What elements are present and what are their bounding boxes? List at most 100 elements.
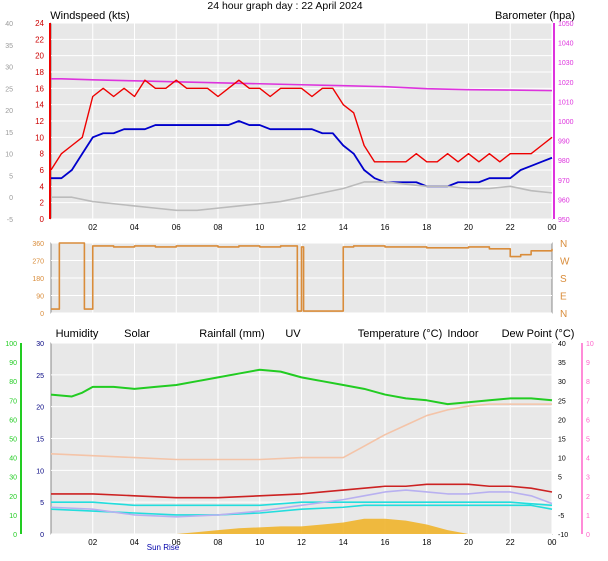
humidity-tick-label: 70 <box>9 398 17 405</box>
temperature-tick-label: -10 <box>558 532 568 539</box>
windspeed-tick-label: 10 <box>35 133 44 142</box>
windspeed-tick-label: 22 <box>35 35 44 44</box>
temperature-tick-label: 10 <box>558 456 566 463</box>
windspeed-tick-label: 6 <box>40 166 45 175</box>
humidity-tick-label: 20 <box>9 494 17 501</box>
barometer-tick-label: 950 <box>558 217 570 224</box>
x-tick-label: 12 <box>297 538 306 547</box>
temp-outer-tick-label: 5 <box>9 173 13 180</box>
barometer-tick-label: 1030 <box>558 60 574 67</box>
windspeed-tick-label: 24 <box>35 19 44 28</box>
uv-tick-label: 5 <box>586 437 590 444</box>
uv-tick-label: 10 <box>586 341 594 348</box>
temp-outer-tick-label: 30 <box>5 65 13 72</box>
x-tick-label: 22 <box>506 538 515 547</box>
x-tick-label: 14 <box>339 538 348 547</box>
rainfall-tick-label: 15 <box>36 437 44 444</box>
temp-outer-tick-label: 20 <box>5 108 13 115</box>
graph-title: 24 hour graph day : 22 April 2024 <box>207 0 362 12</box>
x-tick-label: 12 <box>297 223 306 232</box>
humidity-tick-label: 80 <box>9 379 17 386</box>
temperature-tick-label: 20 <box>558 417 566 424</box>
rainfall-tick-label: 20 <box>36 405 44 412</box>
barometer-tick-label: 1020 <box>558 80 574 87</box>
x-tick-label: 00 <box>548 223 557 232</box>
rainfall-label: Rainfall (mm) <box>199 328 264 340</box>
series-line-wind-direction <box>51 242 553 312</box>
barometer-tick-label: 1040 <box>558 41 574 48</box>
windspeed-tick-label: 18 <box>35 68 44 77</box>
temp-outer-tick-label: -5 <box>7 217 13 224</box>
uv-tick-label: 1 <box>586 513 590 520</box>
indoor-label: Indoor <box>447 328 479 340</box>
series-line-humidity <box>50 368 553 406</box>
compass-label: W <box>560 257 570 268</box>
x-tick-label: 06 <box>172 538 181 547</box>
x-tick-label: 10 <box>255 223 264 232</box>
uv-tick-label: 0 <box>586 532 590 539</box>
x-tick-label: 00 <box>548 538 557 547</box>
x-tick-label: 22 <box>506 223 515 232</box>
x-tick-label: 04 <box>130 538 139 547</box>
series-line-rainfall <box>51 501 553 507</box>
uv-tick-label: 8 <box>586 379 590 386</box>
temp-outer-tick-label: 15 <box>5 130 13 137</box>
x-tick-label: 18 <box>422 538 431 547</box>
humidity-tick-label: 50 <box>9 437 17 444</box>
humidity-tick-label: 30 <box>9 475 17 482</box>
barometer-tick-label: 1010 <box>558 99 574 106</box>
windspeed-tick-label: 16 <box>35 84 44 93</box>
temperature-tick-label: 15 <box>558 437 566 444</box>
windspeed-tick-label: 0 <box>40 215 45 224</box>
dewpoint-label: Dew Point (°C) <box>502 328 575 340</box>
humidity-tick-label: 10 <box>9 513 17 520</box>
direction-tick-label: 360 <box>32 241 44 248</box>
windspeed-tick-label: 4 <box>40 182 45 191</box>
humidity-tick-label: 100 <box>5 341 17 348</box>
x-tick-label: 20 <box>464 223 473 232</box>
rainfall-tick-label: 5 <box>40 500 44 507</box>
sunrise-label: Sun Rise <box>147 543 180 552</box>
uv-tick-label: 3 <box>586 475 590 482</box>
series-line-temperature <box>51 181 553 212</box>
humidity-tick-label: 0 <box>13 532 17 539</box>
windspeed-tick-label: 2 <box>40 199 45 208</box>
x-tick-label: 08 <box>214 223 223 232</box>
x-tick-label: 16 <box>381 223 390 232</box>
temperature-tick-label: 25 <box>558 398 566 405</box>
rainfall-tick-label: 25 <box>36 373 44 380</box>
temperature-tick-label: 35 <box>558 360 566 367</box>
temperature-tick-label: 30 <box>558 379 566 386</box>
barometer-tick-label: 970 <box>558 178 570 185</box>
temperature-tick-label: 5 <box>558 475 562 482</box>
temp-outer-tick-label: 25 <box>5 86 13 93</box>
uv-tick-label: 9 <box>586 360 590 367</box>
series-line-indoor <box>50 403 552 461</box>
compass-label: N <box>560 239 567 250</box>
temperature-tick-label: 40 <box>558 341 566 348</box>
x-tick-label: 20 <box>464 538 473 547</box>
x-tick-label: 16 <box>381 538 390 547</box>
temp-outer-tick-label: 0 <box>9 195 13 202</box>
x-tick-label: 18 <box>422 223 431 232</box>
temperature-tick-label: 0 <box>558 494 562 501</box>
uv-tick-label: 2 <box>586 494 590 501</box>
temperature-tick-label: -5 <box>558 513 564 520</box>
direction-tick-label: 180 <box>32 276 44 283</box>
solar-label: Solar <box>124 328 150 340</box>
series-line-windspeed <box>51 120 553 188</box>
series-line-windspeed-gust <box>50 79 553 171</box>
rainfall-tick-label: 0 <box>40 532 44 539</box>
direction-tick-label: 90 <box>36 294 44 301</box>
windspeed-label: Windspeed (kts) <box>50 10 129 22</box>
uv-tick-label: 7 <box>586 398 590 405</box>
x-tick-label: 10 <box>255 538 264 547</box>
x-tick-label: 14 <box>339 223 348 232</box>
compass-label: S <box>560 274 567 285</box>
series-line-barometer <box>51 78 553 92</box>
compass-label: E <box>560 292 567 303</box>
windspeed-tick-label: 12 <box>35 117 44 126</box>
x-tick-label: 08 <box>214 538 223 547</box>
